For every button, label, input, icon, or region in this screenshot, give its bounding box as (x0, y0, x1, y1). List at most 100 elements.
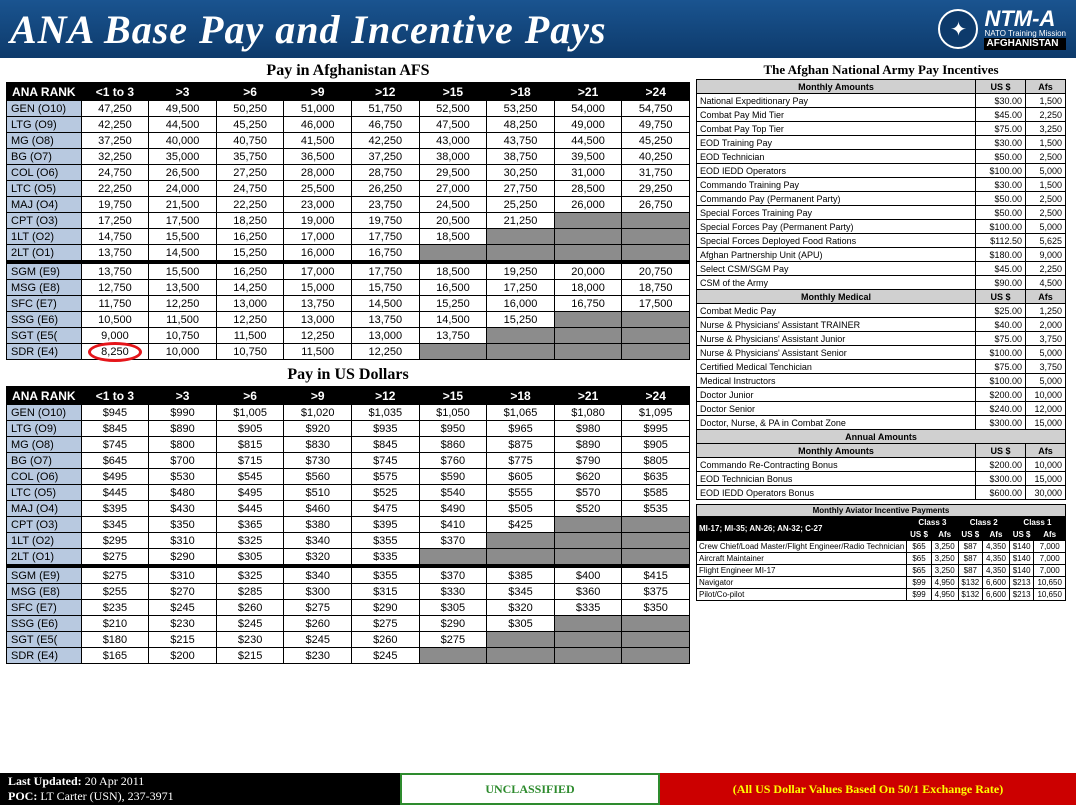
usd-table: ANA RANK<1 to 3>3>6>9>12>15>18>21>24 GEN… (6, 386, 690, 664)
table-row: Crew Chief/Load Master/Flight Engineer/R… (697, 541, 1066, 553)
pay-cell: $505 (487, 501, 555, 517)
pay-cell: $845 (352, 437, 420, 453)
pay-cell: 30,250 (487, 165, 555, 181)
pay-cell (622, 632, 690, 648)
table-row: Select CSM/SGM Pay$45.002,250 (697, 262, 1066, 276)
pay-cell: 18,000 (554, 280, 622, 296)
pay-cell: $165 (81, 648, 149, 664)
pay-cell: $345 (487, 584, 555, 600)
pay-cell: $745 (352, 453, 420, 469)
pay-cell (487, 328, 555, 344)
pay-cell: 21,500 (149, 197, 217, 213)
section-header: Monthly AmountsUS $Afs (697, 444, 1066, 458)
table-row: Special Forces Training Pay$50.002,500 (697, 206, 1066, 220)
rank-cell: SDR (E4) (7, 648, 82, 664)
pay-cell: 22,250 (216, 197, 284, 213)
pay-cell: $1,020 (284, 405, 352, 421)
pay-cell: $365 (216, 517, 284, 533)
pay-cell: $350 (622, 600, 690, 616)
pay-cell (487, 648, 555, 664)
pay-cell: $385 (487, 568, 555, 584)
rank-cell: MAJ (O4) (7, 197, 82, 213)
pay-cell: $245 (284, 632, 352, 648)
pay-cell: $370 (419, 568, 487, 584)
table-row: 2LT (O1)$275$290$305$320$335 (7, 549, 690, 565)
pay-cell (419, 648, 487, 664)
pay-cell (554, 533, 622, 549)
table-row: Doctor, Nurse, & PA in Combat Zone$300.0… (697, 416, 1066, 430)
table-row: SFC (E7)$235$245$260$275$290$305$320$335… (7, 600, 690, 616)
logo-sub2: AFGHANISTAN (984, 38, 1066, 50)
pay-cell: $950 (419, 421, 487, 437)
pay-cell: $215 (216, 648, 284, 664)
table-row: 1LT (O2)14,75015,50016,25017,00017,75018… (7, 229, 690, 245)
rank-cell: MG (O8) (7, 437, 82, 453)
slide-title: ANA Base Pay and Incentive Pays (10, 6, 607, 53)
pay-cell: $285 (216, 584, 284, 600)
table-row: SGM (E9)13,75015,50016,25017,00017,75018… (7, 264, 690, 280)
pay-cell: $635 (622, 469, 690, 485)
pay-cell (419, 245, 487, 261)
pay-cell: $230 (216, 632, 284, 648)
pay-cell: 10,500 (81, 312, 149, 328)
pay-cell: $545 (216, 469, 284, 485)
pay-cell: 14,500 (149, 245, 217, 261)
pay-cell: 17,000 (284, 229, 352, 245)
pay-cell: 37,250 (352, 149, 420, 165)
pay-cell: 39,500 (554, 149, 622, 165)
pay-cell: 43,000 (419, 133, 487, 149)
pay-cell: $345 (81, 517, 149, 533)
pay-cell: 19,250 (487, 264, 555, 280)
pay-cell: $395 (352, 517, 420, 533)
table-row: MAJ (O4)19,75021,50022,25023,00023,75024… (7, 197, 690, 213)
pay-cell: 48,250 (487, 117, 555, 133)
pay-cell: 13,750 (284, 296, 352, 312)
pay-cell: $775 (487, 453, 555, 469)
pay-cell: $325 (216, 568, 284, 584)
table-row: Commando Re-Contracting Bonus$200.0010,0… (697, 458, 1066, 472)
table-row: Special Forces Pay (Permanent Party)$100… (697, 220, 1066, 234)
pay-cell (487, 533, 555, 549)
pay-cell: $330 (419, 584, 487, 600)
pay-cell: 51,750 (352, 101, 420, 117)
pay-cell: $230 (284, 648, 352, 664)
rank-cell: SFC (E7) (7, 600, 82, 616)
pay-cell: $355 (352, 568, 420, 584)
pay-cell: 14,250 (216, 280, 284, 296)
pay-cell: 49,000 (554, 117, 622, 133)
table-row: SDR (E4)8,25010,00010,75011,50012,250 (7, 344, 690, 360)
table-row: 1LT (O2)$295$310$325$340$355$370 (7, 533, 690, 549)
pay-cell: $210 (81, 616, 149, 632)
pay-cell (622, 549, 690, 565)
pay-cell: $1,035 (352, 405, 420, 421)
pay-cell: 24,000 (149, 181, 217, 197)
rank-cell: COL (O6) (7, 165, 82, 181)
pay-cell: $620 (554, 469, 622, 485)
rank-cell: 2LT (O1) (7, 245, 82, 261)
pay-cell: $290 (149, 549, 217, 565)
pay-cell: $760 (419, 453, 487, 469)
col-header: >6 (216, 387, 284, 405)
pay-cell: 43,750 (487, 133, 555, 149)
table-row: MG (O8)37,25040,00040,75041,50042,25043,… (7, 133, 690, 149)
table-row: LTC (O5)$445$480$495$510$525$540$555$570… (7, 485, 690, 501)
pay-cell: $215 (149, 632, 217, 648)
rank-cell: CPT (O3) (7, 213, 82, 229)
pay-cell: $745 (81, 437, 149, 453)
pay-cell (622, 328, 690, 344)
pay-cell: 28,500 (554, 181, 622, 197)
table-row: Special Forces Deployed Food Rations$112… (697, 234, 1066, 248)
pay-cell: $340 (284, 568, 352, 584)
table-row: SDR (E4)$165$200$215$230$245 (7, 648, 690, 664)
pay-cell: $585 (622, 485, 690, 501)
pay-cell: 15,250 (419, 296, 487, 312)
table-row: Certified Medical Tenchician$75.003,750 (697, 360, 1066, 374)
pay-cell: 11,500 (216, 328, 284, 344)
table-row: Flight Engineer MI-17$653,250$874,350$14… (697, 565, 1066, 577)
table-row: CPT (O3)$345$350$365$380$395$410$425 (7, 517, 690, 533)
pay-cell: 17,750 (352, 229, 420, 245)
table-row: SSG (E6)10,50011,50012,25013,00013,75014… (7, 312, 690, 328)
pay-cell: 45,250 (622, 133, 690, 149)
col-header: >18 (487, 387, 555, 405)
pay-cell: $1,065 (487, 405, 555, 421)
